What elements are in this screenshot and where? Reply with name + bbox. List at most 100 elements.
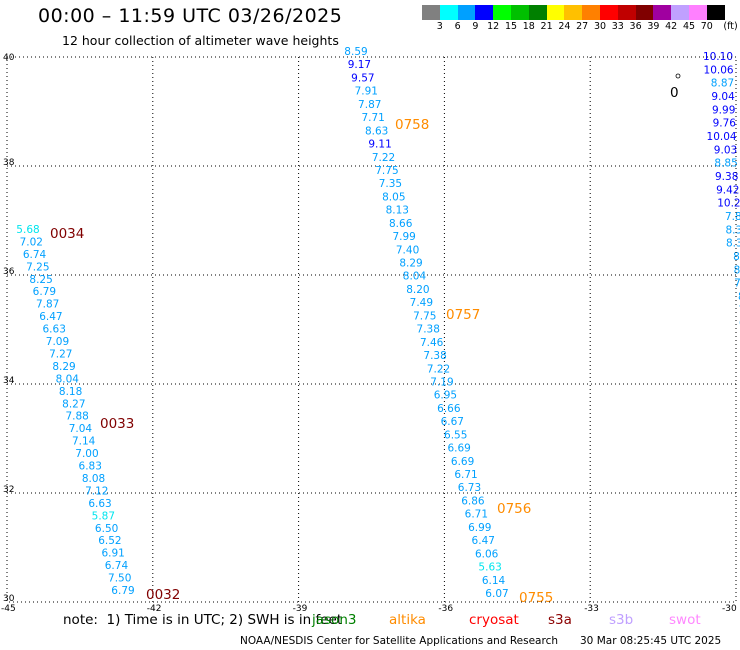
color-scale-tick: 9 <box>472 21 479 32</box>
wave-height-reading: 7.75 <box>375 165 398 177</box>
wave-height-reading: 7.50 <box>108 573 131 585</box>
map-frame <box>6 56 737 603</box>
color-scale-tick: 45 <box>682 21 696 32</box>
color-scale-tick: 39 <box>647 21 660 32</box>
wave-height-reading: 6.71 <box>465 509 488 521</box>
wave-height-reading: 8.18 <box>59 386 82 398</box>
wave-height-reading: 5.87 <box>92 510 115 522</box>
color-swatch <box>457 5 476 20</box>
pass-time-label: 0755 <box>519 590 553 606</box>
wave-height-reading: 6.66 <box>437 403 461 415</box>
wave-height-reading: 8 <box>738 291 740 303</box>
wave-height-reading: 7.91 <box>355 86 378 98</box>
wave-height-reading: 6.83 <box>79 461 102 473</box>
wave-height-reading: 6.69 <box>451 456 474 468</box>
wave-height-reading: 7.02 <box>20 236 43 248</box>
longitude-label: -30 <box>722 604 737 614</box>
wave-height-reading: 7.88 <box>65 411 88 423</box>
wave-height-reading: 6.73 <box>458 482 481 494</box>
wave-height-reading: 8.66 <box>389 218 413 230</box>
wave-height-reading: 8.04 <box>56 373 80 385</box>
color-scale-tick: 6 <box>454 21 461 32</box>
wave-height-reading: 7.99 <box>392 231 415 243</box>
wave-height-reading: 7.25 <box>26 261 49 273</box>
wave-height-reading: 7.87 <box>36 299 59 311</box>
wave-height-reading: 7.35 <box>379 178 402 190</box>
wave-height-reading: 7.22 <box>427 363 450 375</box>
wave-height-reading: 8. <box>734 264 740 276</box>
color-swatch <box>617 5 637 20</box>
wave-height-reading: 7.75 <box>413 310 436 322</box>
wave-height-reading: 6.06 <box>475 548 499 560</box>
wave-height-reading: 6.47 <box>472 535 495 547</box>
color-swatch <box>528 5 548 20</box>
color-scale-tick: 30 <box>593 21 607 32</box>
color-scale-tick: 12 <box>487 21 500 32</box>
pass-time-label: 0034 <box>50 226 84 242</box>
color-swatch <box>582 5 601 20</box>
color-scale-tick: 24 <box>558 21 571 32</box>
wave-height-reading: 6.91 <box>101 548 124 560</box>
wave-height-reading: 10.06 <box>704 64 734 76</box>
wave-height-reading: 8.59 <box>344 46 367 58</box>
wave-height-reading: 5.63 <box>478 562 501 574</box>
wave-height-reading: 6.63 <box>43 324 66 336</box>
pass-marker-dot <box>675 73 681 79</box>
latitude-label: 38 <box>3 158 15 168</box>
wave-height-reading: 7.09 <box>46 336 69 348</box>
wave-height-reading: 9.03 <box>714 144 737 156</box>
wave-height-reading: 7.19 <box>430 376 453 388</box>
wave-height-reading: 7 <box>739 304 740 316</box>
legend-s3a: s3a <box>548 612 572 628</box>
wave-height-reading: 6.95 <box>434 390 457 402</box>
wave-height-reading: 6.52 <box>98 535 121 547</box>
legend-s3b: s3b <box>609 612 634 628</box>
color-scale-tick: 36 <box>629 21 642 32</box>
page-title: 00:00 – 11:59 UTC 03/26/2025 <box>38 5 343 27</box>
wave-height-reading: 8.25 <box>29 274 52 286</box>
color-swatch <box>439 5 459 20</box>
wave-height-reading: 6.86 <box>461 495 485 507</box>
color-scale-tick: 3 <box>436 21 443 32</box>
color-swatch <box>511 5 530 20</box>
wave-height-reading: 6.14 <box>482 575 506 587</box>
wave-height-reading: 7.38 <box>423 350 446 362</box>
latitude-label: 34 <box>3 376 15 386</box>
wave-height-reading: 9.17 <box>348 59 371 71</box>
color-swatch <box>422 5 441 20</box>
wave-height-reading: 7.27 <box>49 348 72 360</box>
pass-time-label: 0757 <box>446 307 480 323</box>
pass-time-label: 0756 <box>497 501 531 517</box>
wave-height-reading: 8.08 <box>82 473 105 485</box>
pass-time-label: 0032 <box>146 587 180 603</box>
color-scale-tick: 27 <box>576 21 589 32</box>
color-scale-unit: (ft) <box>723 21 738 32</box>
wave-height-reading: 8.29 <box>399 258 422 270</box>
color-swatch <box>635 5 654 20</box>
wave-height-reading: 9.42 <box>716 184 739 196</box>
wave-height-reading: 6.63 <box>88 498 111 510</box>
color-swatch <box>475 5 494 20</box>
color-swatch <box>706 5 726 20</box>
legend-jason3: jason3 <box>312 612 357 628</box>
wave-height-reading: 6.74 <box>105 560 129 572</box>
wave-height-reading: 6.74 <box>23 249 47 261</box>
wave-height-reading: 7.12 <box>85 485 108 497</box>
longitude-label: -36 <box>438 604 453 614</box>
wave-height-reading: 5.68 <box>16 224 39 236</box>
wave-height-reading: 10.2 <box>717 198 740 210</box>
wave-height-reading: 9.57 <box>351 72 374 84</box>
color-swatch <box>689 5 708 20</box>
credit-line: NOAA/NESDIS Center for Satellite Applica… <box>240 635 558 647</box>
color-swatch <box>671 5 690 20</box>
wave-height-reading: 9.76 <box>713 118 737 130</box>
longitude-label: -33 <box>584 604 599 614</box>
latitude-label: 40 <box>3 53 15 63</box>
wave-height-reading: 6.79 <box>111 585 134 597</box>
color-scale-tick: 33 <box>611 21 624 32</box>
wave-height-reading: 7.49 <box>410 297 433 309</box>
wave-height-reading: 7.8 <box>725 211 740 223</box>
wave-height-reading: 8.20 <box>406 284 429 296</box>
